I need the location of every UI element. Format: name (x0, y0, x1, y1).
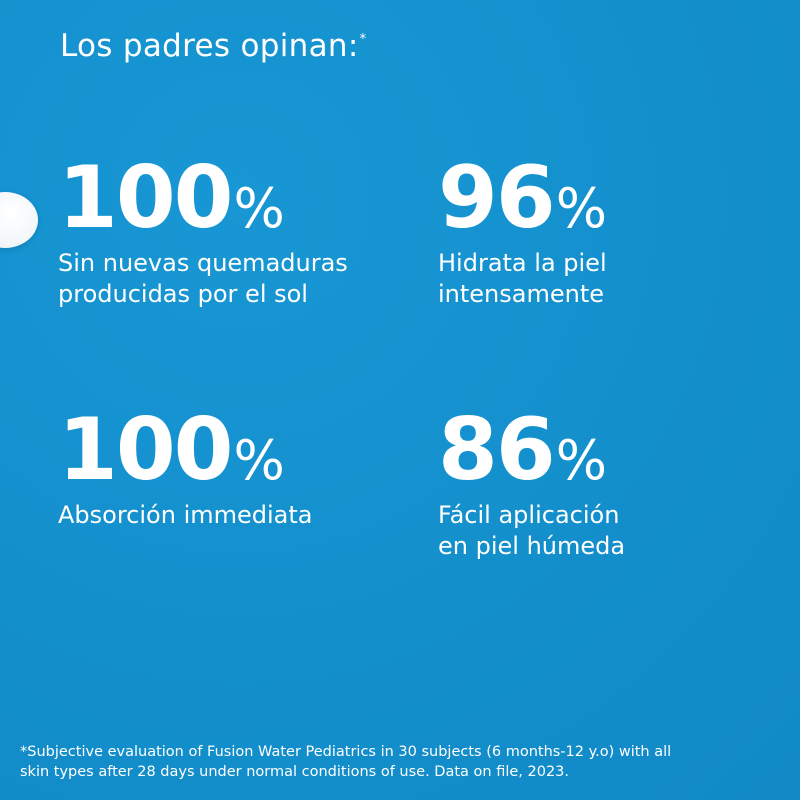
stat-percent-sign: % (555, 429, 607, 492)
stat-number: 100 (58, 400, 234, 500)
headline-footnote-marker: * (359, 32, 367, 47)
stat-figure: 86 % (438, 402, 798, 498)
stat-caption-line: Fácil aplicación (438, 501, 620, 529)
stat-number: 96 (438, 148, 556, 248)
headline: Los padres opinan:* (60, 28, 366, 64)
stat-figure: 100 % (58, 150, 418, 246)
stat-caption-line: producidas por el sol (58, 280, 308, 308)
stat-caption: Fácil aplicación en piel húmeda (438, 500, 798, 562)
stat-percent-sign: % (555, 177, 607, 240)
stat-figure: 100 % (58, 402, 418, 498)
stat-number: 86 (438, 400, 556, 500)
stat-easy-application: 86 % Fácil aplicación en piel húmeda (438, 402, 798, 562)
stat-caption-line: Sin nuevas quemaduras (58, 249, 348, 277)
stat-number: 100 (58, 148, 234, 248)
footnote-line: skin types after 28 days under normal co… (20, 764, 570, 780)
stat-caption: Hidrata la piel intensamente (438, 248, 798, 310)
headline-text: Los padres opinan: (60, 28, 359, 64)
footnote-line: *Subjective evaluation of Fusion Water P… (20, 744, 672, 760)
stat-hydration: 96 % Hidrata la piel intensamente (438, 150, 798, 310)
stat-figure: 96 % (438, 150, 798, 246)
stat-caption-line: Absorción immediata (58, 501, 313, 529)
stat-caption-line: en piel húmeda (438, 532, 626, 560)
stat-caption: Sin nuevas quemaduras producidas por el … (58, 248, 418, 310)
footnote: *Subjective evaluation of Fusion Water P… (20, 742, 790, 782)
stat-caption-line: intensamente (438, 280, 605, 308)
stat-caption: Absorción immediata (58, 500, 418, 531)
stat-caption-line: Hidrata la piel (438, 249, 607, 277)
cream-dollop-icon (0, 192, 38, 248)
stat-absorption: 100 % Absorción immediata (58, 402, 418, 531)
stat-percent-sign: % (233, 429, 285, 492)
stat-percent-sign: % (233, 177, 285, 240)
stat-no-sunburn: 100 % Sin nuevas quemaduras producidas p… (58, 150, 418, 310)
